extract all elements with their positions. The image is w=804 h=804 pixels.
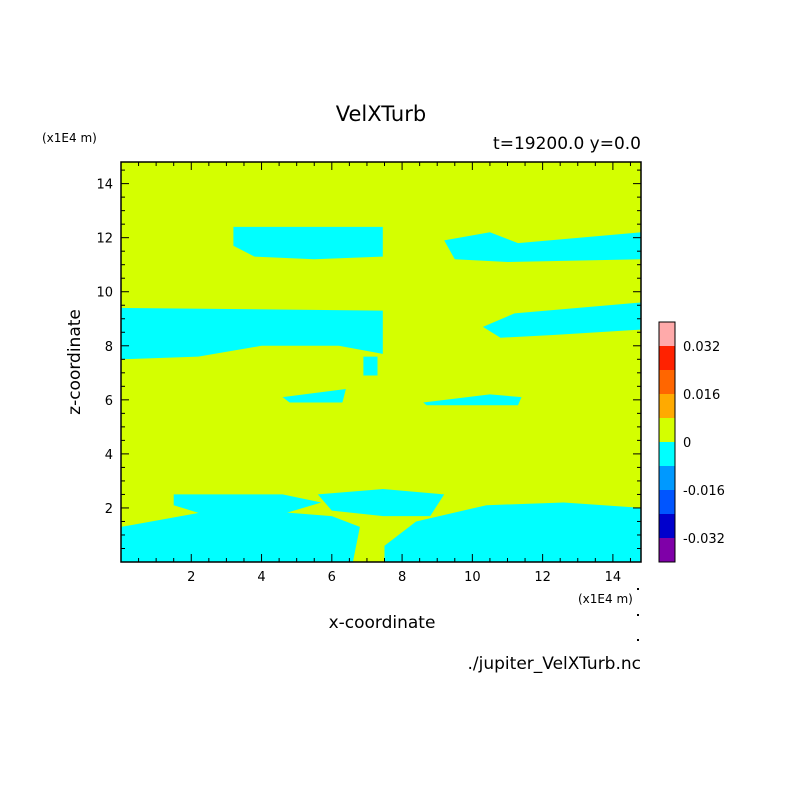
colorbar-swatch bbox=[659, 418, 675, 442]
colorbar-swatch bbox=[659, 514, 675, 538]
colorbar-tick-label: -0.032 bbox=[683, 532, 725, 547]
y-tick-label: 12 bbox=[96, 232, 113, 247]
colorbar-swatch bbox=[659, 322, 675, 346]
y-tick-label: 2 bbox=[105, 502, 113, 517]
source-marker-dot bbox=[637, 614, 639, 616]
colorbar-swatch bbox=[659, 370, 675, 394]
x-tick-label: 12 bbox=[534, 570, 551, 585]
y-tick-label: 4 bbox=[105, 448, 113, 463]
x-tick-label: 6 bbox=[328, 570, 336, 585]
colorbar-tick-label: 0 bbox=[683, 436, 691, 451]
source-marker-dot bbox=[637, 588, 639, 590]
contour-region bbox=[423, 394, 522, 406]
x-tick-label: 2 bbox=[187, 570, 195, 585]
colorbar: 0.032 0.016 0 -0.016 -0.032 bbox=[658, 321, 725, 563]
chart-subtitle: t=19200.0 y=0.0 bbox=[493, 134, 641, 154]
colorbar-swatch bbox=[659, 466, 675, 490]
contour-region bbox=[444, 232, 641, 262]
plot-area bbox=[120, 161, 642, 563]
contour-region bbox=[282, 389, 346, 403]
plot-frame bbox=[120, 161, 642, 563]
colorbar-swatch bbox=[659, 442, 675, 466]
y-axis-ticks: 2 4 6 8 10 12 14 bbox=[96, 169, 641, 549]
x-tick-label: 4 bbox=[257, 570, 265, 585]
colorbar-swatch bbox=[659, 346, 675, 370]
colorbar-tick-label: -0.016 bbox=[683, 484, 725, 499]
x-tick-label: 14 bbox=[605, 570, 622, 585]
y-tick-label: 6 bbox=[105, 394, 113, 409]
contour-region bbox=[233, 226, 383, 260]
y-axis-label: z-coordinate bbox=[65, 309, 85, 415]
x-axis-label: x-coordinate bbox=[329, 613, 436, 633]
y-tick-label: 8 bbox=[105, 340, 113, 355]
colorbar-swatch bbox=[659, 538, 675, 562]
contour-region bbox=[317, 489, 445, 517]
contour-region bbox=[384, 502, 641, 562]
colorbar-frame bbox=[658, 321, 676, 563]
contour-region bbox=[121, 507, 360, 562]
contour-region bbox=[363, 356, 378, 376]
colorbar-swatch bbox=[659, 394, 675, 418]
y-tick-label: 14 bbox=[96, 178, 113, 193]
source-file-label: ./jupiter_VelXTurb.nc bbox=[468, 654, 641, 674]
contour-region bbox=[121, 307, 383, 360]
colorbar-tick-label: 0.016 bbox=[683, 388, 720, 403]
colorbar-tick-label: 0.032 bbox=[683, 340, 720, 355]
y-axis-unit: (x1E4 m) bbox=[42, 131, 97, 145]
x-axis-unit: (x1E4 m) bbox=[578, 592, 633, 606]
colorbar-swatch bbox=[659, 490, 675, 514]
x-axis-ticks: 2 4 6 8 10 12 14 bbox=[138, 162, 631, 585]
contour-region bbox=[482, 302, 641, 338]
x-tick-label: 8 bbox=[398, 570, 406, 585]
chart-title: VelXTurb bbox=[336, 102, 426, 126]
contour-region bbox=[173, 494, 322, 517]
x-tick-label: 10 bbox=[464, 570, 481, 585]
source-marker-dot bbox=[637, 639, 639, 641]
y-tick-label: 10 bbox=[96, 286, 113, 301]
